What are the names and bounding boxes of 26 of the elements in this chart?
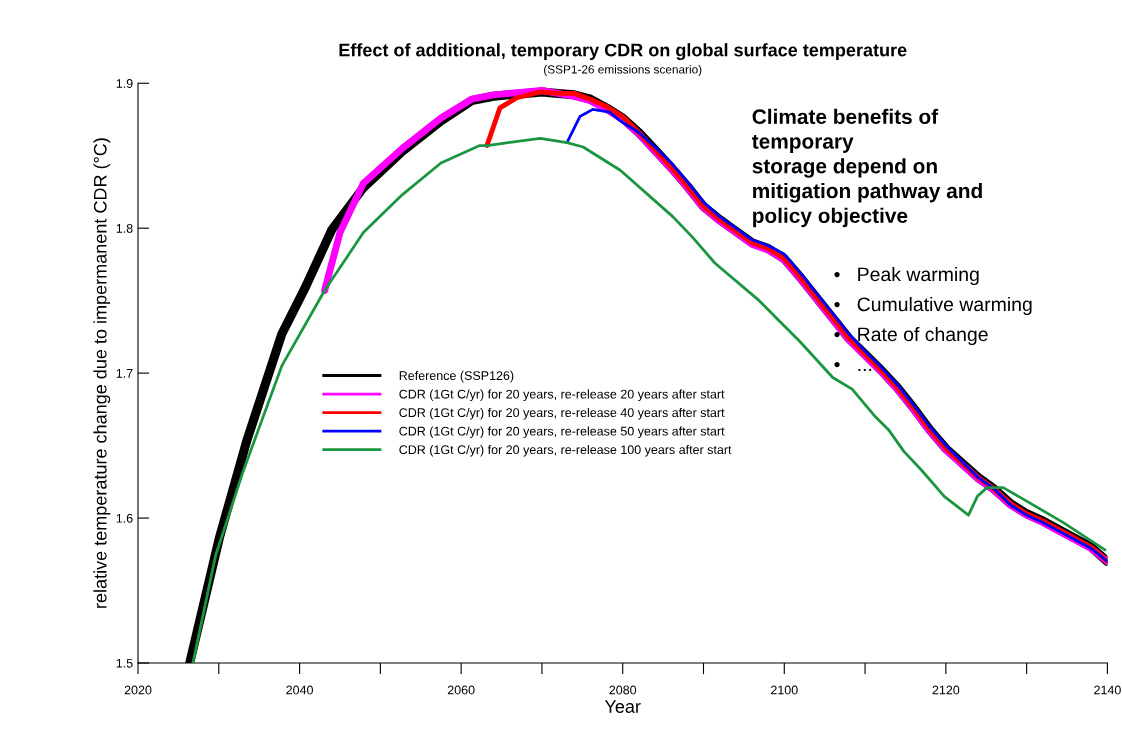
x-tick-label: 2080 — [609, 685, 637, 695]
legend-label: CDR (1Gt C/yr) for 20 years, re-release 20 years after start — [399, 389, 725, 402]
y-tick-label: 1.6 — [116, 513, 133, 523]
legend-label: CDR (1Gt C/yr) for 20 years, re-release 50 years after start — [399, 426, 725, 439]
legend-label: Reference (SSP126) — [399, 370, 514, 383]
annotation: • ... — [834, 361, 872, 372]
x-tick-label: 2120 — [932, 685, 960, 695]
y-tick-label: 1.7 — [116, 369, 133, 378]
annotation: • Cumulative warming — [834, 296, 1032, 316]
x-tick-label: 2060 — [447, 685, 475, 695]
x-tick-label: 2040 — [286, 685, 313, 695]
x-axis-title: Year — [604, 700, 641, 713]
legend-label: CDR (1Gt C/yr) for 20 years, re-release 40 years after start — [399, 407, 725, 420]
annotation: • Peak warming — [834, 266, 979, 286]
x-tick-label: 2140 — [1094, 685, 1121, 695]
y-tick-label: 1.5 — [116, 658, 133, 668]
legend-label: CDR (1Gt C/yr) for 20 years, re-release 100 years after start — [399, 444, 732, 457]
x-tick-label: 2020 — [124, 685, 152, 695]
x-tick-label: 2100 — [771, 685, 798, 695]
y-tick-label: 1.9 — [116, 79, 133, 88]
annotation: • Rate of change — [834, 326, 988, 346]
chart-title: Effect of additional, temporary CDR on global surface temperature — [339, 43, 907, 61]
annotation: Climate benefits of temporary storage depend on mitigation pathway and policy objective — [751, 108, 982, 228]
y-tick-label: 1.8 — [116, 223, 133, 233]
chart-subtitle: (SSP1-26 emissions scenario) — [544, 64, 702, 76]
y-axis-title: relative temperature change due to impermanent CDR (°C) — [93, 138, 111, 608]
